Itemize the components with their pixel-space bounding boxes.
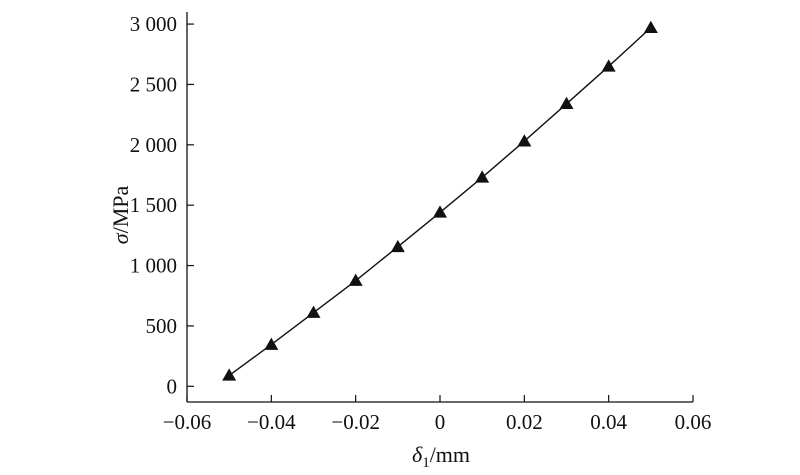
y-tick-label: 0 xyxy=(167,374,178,398)
data-point-marker xyxy=(222,368,237,381)
series xyxy=(228,27,652,376)
x-axis-subscript: 1 xyxy=(422,455,430,471)
data-point-marker xyxy=(264,337,279,350)
data-point-marker xyxy=(601,59,616,72)
y-tick-label: 1 000 xyxy=(130,254,177,278)
y-tick-label: 2 500 xyxy=(130,72,177,96)
data-point-marker xyxy=(390,239,405,253)
data-point-marker xyxy=(306,305,321,318)
x-axis-unit: /mm xyxy=(430,442,470,467)
x-axis-label: δ1/mm xyxy=(412,442,470,471)
markers xyxy=(222,20,658,381)
x-axis-symbol: δ xyxy=(412,442,423,467)
data-point-marker xyxy=(643,20,658,33)
x-tick-label: −0.06 xyxy=(163,410,212,434)
x-tick-label: 0.02 xyxy=(506,410,543,434)
y-tick-label: 2 000 xyxy=(130,133,177,157)
data-point-marker xyxy=(517,134,532,147)
x-tick-label: 0.04 xyxy=(590,410,627,434)
y-tick-label: 500 xyxy=(146,314,178,338)
data-point-marker xyxy=(348,273,363,286)
data-point-marker xyxy=(433,205,447,218)
x-tick-label: 0 xyxy=(435,410,446,434)
y-tick-label: 1 500 xyxy=(130,193,177,217)
x-tick-label: 0.06 xyxy=(675,410,712,434)
series-line xyxy=(228,27,652,376)
data-point-marker xyxy=(559,96,574,110)
y-axis-symbol: σ xyxy=(108,232,133,244)
y-tick-label: 3 000 xyxy=(130,12,177,36)
y-axis-label: σ/MPa xyxy=(108,186,133,245)
ticks: −0.06 −0.04 −0.02 0 0.02 0.04 0.06 0 500 1 000 1 5… xyxy=(130,12,712,434)
x-tick-label: −0.04 xyxy=(247,410,296,434)
data-point-marker xyxy=(475,170,490,183)
y-axis-unit: /MPa xyxy=(108,186,133,234)
x-tick-label: −0.02 xyxy=(331,410,380,434)
